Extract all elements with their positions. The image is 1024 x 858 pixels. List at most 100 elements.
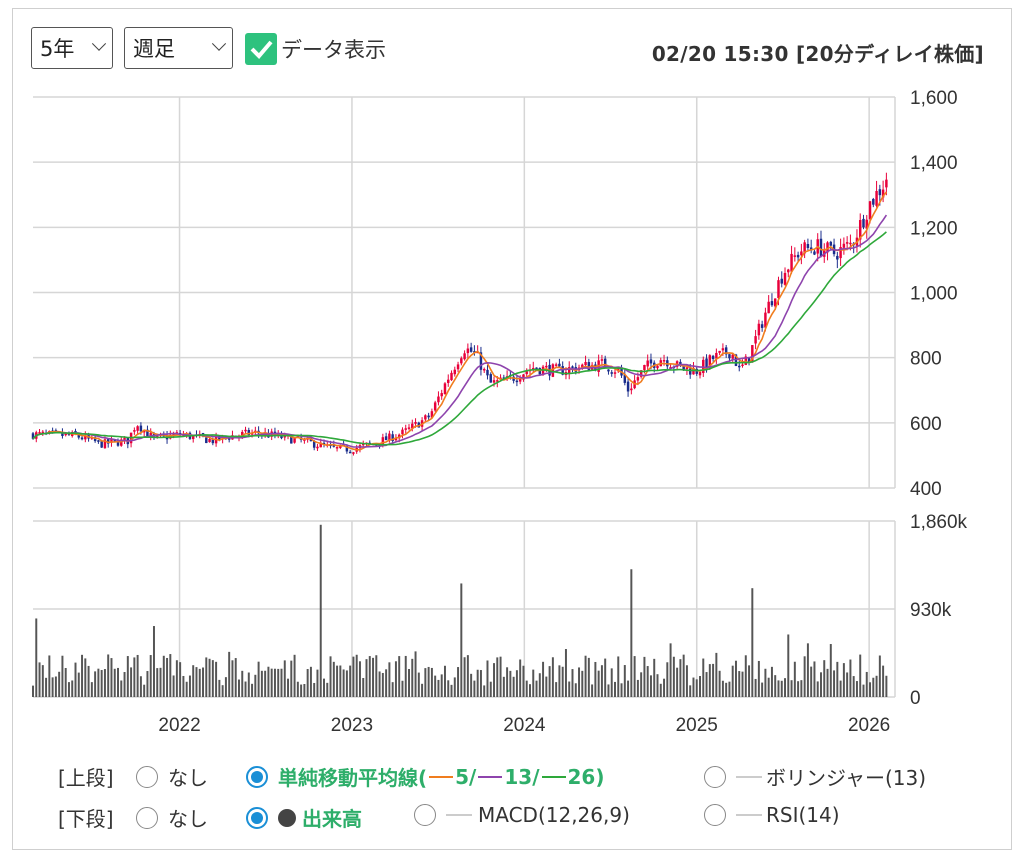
candle-body [352, 452, 355, 454]
volume-bar [564, 649, 567, 697]
volume-bar [607, 684, 610, 697]
volume-bar [865, 671, 868, 697]
volume-bar [515, 670, 518, 697]
volume-bar [882, 665, 885, 697]
volume-bar [260, 670, 263, 697]
price-tick-label: 1,400 [910, 153, 958, 174]
candle-body [868, 201, 872, 220]
price-tick-label: 400 [910, 479, 942, 500]
volume-bars [32, 524, 888, 697]
candle-body [764, 312, 767, 328]
candle-body [433, 402, 437, 411]
volume-bar [179, 662, 182, 697]
volume-bar [326, 682, 329, 697]
volume-bar [702, 658, 705, 697]
volume-bar [460, 583, 463, 697]
candle-body [603, 358, 607, 369]
lower-macd-option[interactable]: MACD(12,26,9) [414, 803, 630, 827]
volume-bar [424, 668, 427, 697]
interval-select[interactable]: 週足 [124, 27, 233, 69]
candle-body [705, 358, 708, 369]
radio-selected-icon[interactable] [246, 806, 268, 829]
candle-body [218, 435, 221, 441]
upper-none-option[interactable]: なし [136, 762, 208, 791]
candle-body [783, 272, 787, 285]
volume-bar [878, 655, 881, 697]
candle-body [813, 251, 816, 255]
upper-sma-option[interactable]: 単純移動平均線( 5/ 13/ 26) [246, 762, 605, 791]
lower-volume-option[interactable]: 出来高 [246, 803, 362, 832]
volume-bar [198, 668, 201, 697]
volume-bar [790, 680, 793, 697]
candle-body [227, 438, 231, 440]
candle-body [414, 422, 417, 424]
candle-body [626, 381, 630, 392]
lower-rsi-option[interactable]: RSI(14) [704, 803, 840, 827]
macd-label: MACD(12,26,9) [478, 803, 630, 827]
candle-body [760, 324, 764, 328]
candle-body [561, 366, 564, 375]
data-display-label[interactable]: データ表示 [281, 38, 386, 62]
radio-icon[interactable] [136, 806, 158, 829]
volume-bar [470, 673, 473, 697]
candle-body [639, 370, 643, 377]
volume-bar [185, 681, 188, 697]
x-tick-label: 2025 [676, 715, 718, 736]
volume-bar [718, 670, 721, 697]
candle-body [345, 446, 349, 452]
volume-bar [316, 669, 319, 697]
volume-bar [793, 661, 796, 697]
candle-body [751, 345, 754, 363]
period-select[interactable]: 5年 [31, 27, 113, 69]
volume-bar [336, 665, 339, 697]
volume-bar [152, 626, 155, 697]
volume-bar [666, 662, 669, 697]
volume-bar [38, 662, 41, 697]
radio-icon[interactable] [136, 765, 158, 788]
sma26-line-icon [541, 775, 566, 778]
candle-body [80, 437, 84, 440]
radio-icon[interactable] [704, 765, 726, 788]
volume-tick-label: 0 [910, 688, 921, 709]
volume-bar [77, 672, 80, 697]
volume-bar [329, 656, 332, 697]
candle-body [829, 241, 833, 246]
radio-icon[interactable] [414, 804, 436, 826]
volume-bar [646, 666, 649, 697]
volume-bar [479, 670, 482, 697]
lower-label: [下段] [58, 807, 114, 831]
volume-bar [548, 666, 551, 697]
volume-bar [797, 681, 800, 697]
volume-bar [875, 675, 878, 697]
volume-bar [228, 651, 231, 697]
volume-bar [676, 667, 679, 697]
volume-bar [362, 677, 365, 697]
candle-body [411, 423, 414, 429]
data-display-checkbox[interactable] [245, 33, 277, 65]
volume-bar [519, 659, 522, 697]
volume-bar [842, 663, 845, 697]
volume-bar [715, 652, 718, 697]
volume-bar [872, 677, 875, 697]
volume-bar [339, 665, 342, 697]
lower-none-option[interactable]: なし [136, 803, 208, 832]
candle-body [136, 426, 139, 431]
volume-bar [355, 654, 358, 697]
volume-bar [833, 670, 836, 697]
volume-bar [323, 678, 325, 697]
volume-bar [770, 666, 773, 697]
upper-bollinger-option[interactable]: ボリンジャー(13) [704, 762, 926, 791]
volume-bar [107, 654, 110, 697]
volume-bar [332, 661, 335, 697]
volume-bar [94, 671, 97, 697]
candle-body [381, 437, 385, 446]
volume-bar [306, 669, 309, 697]
radio-icon[interactable] [704, 804, 726, 826]
volume-bar [414, 651, 417, 697]
radio-selected-icon[interactable] [246, 765, 268, 788]
volume-bar [604, 658, 607, 697]
candle-body [773, 298, 777, 307]
candle-body [558, 363, 561, 367]
volume-bar [443, 665, 446, 697]
volume-bar [45, 677, 48, 697]
